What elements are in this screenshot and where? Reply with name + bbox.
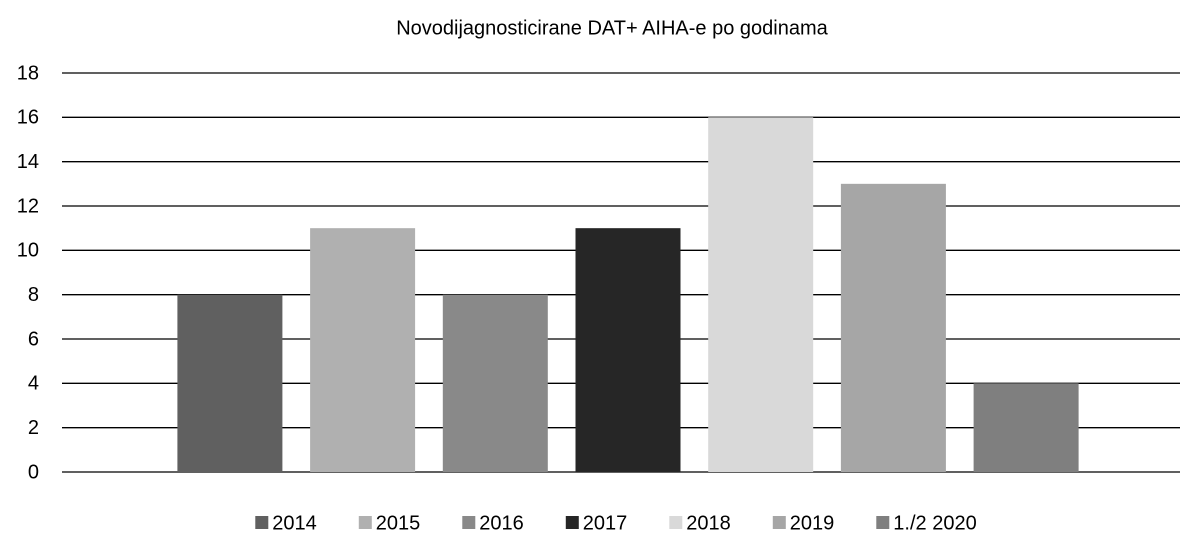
y-tick-label: 4 xyxy=(28,373,39,395)
legend: 2014 2015 2016 2017 2018 2019 1./2 2020 xyxy=(255,512,977,534)
y-tick-label: 10 xyxy=(17,240,39,262)
legend-swatch xyxy=(565,516,579,529)
legend-label: 2017 xyxy=(583,512,628,534)
bar xyxy=(177,294,283,472)
legend-swatch xyxy=(669,516,683,529)
y-tick-label: 8 xyxy=(28,284,39,306)
bar xyxy=(708,117,814,472)
y-tick-label: 18 xyxy=(17,62,39,84)
legend-swatch xyxy=(255,516,269,529)
legend-label: 2016 xyxy=(479,512,524,534)
legend-label: 2014 xyxy=(272,512,317,534)
y-tick-label: 6 xyxy=(28,328,39,350)
y-tick-label: 12 xyxy=(17,195,39,217)
bar xyxy=(840,183,946,473)
legend-label: 1./2 2020 xyxy=(893,512,976,534)
bar xyxy=(310,228,416,472)
legend-label: 2019 xyxy=(790,512,835,534)
y-tick-label: 0 xyxy=(28,461,39,483)
y-tick-label: 2 xyxy=(28,417,39,439)
bar xyxy=(442,294,548,472)
legend-swatch xyxy=(462,516,476,529)
legend-label: 2015 xyxy=(376,512,421,534)
chart-title: Novodijagnosticirane DAT+ AIHA-e po godi… xyxy=(396,17,828,39)
legend-swatch xyxy=(772,516,786,529)
y-tick-label: 14 xyxy=(17,151,39,173)
bar xyxy=(973,383,1079,472)
legend-swatch xyxy=(358,516,372,529)
y-tick-label: 16 xyxy=(17,107,39,129)
legend-label: 2018 xyxy=(686,512,731,534)
bar xyxy=(575,228,681,472)
legend-swatch xyxy=(876,516,890,529)
